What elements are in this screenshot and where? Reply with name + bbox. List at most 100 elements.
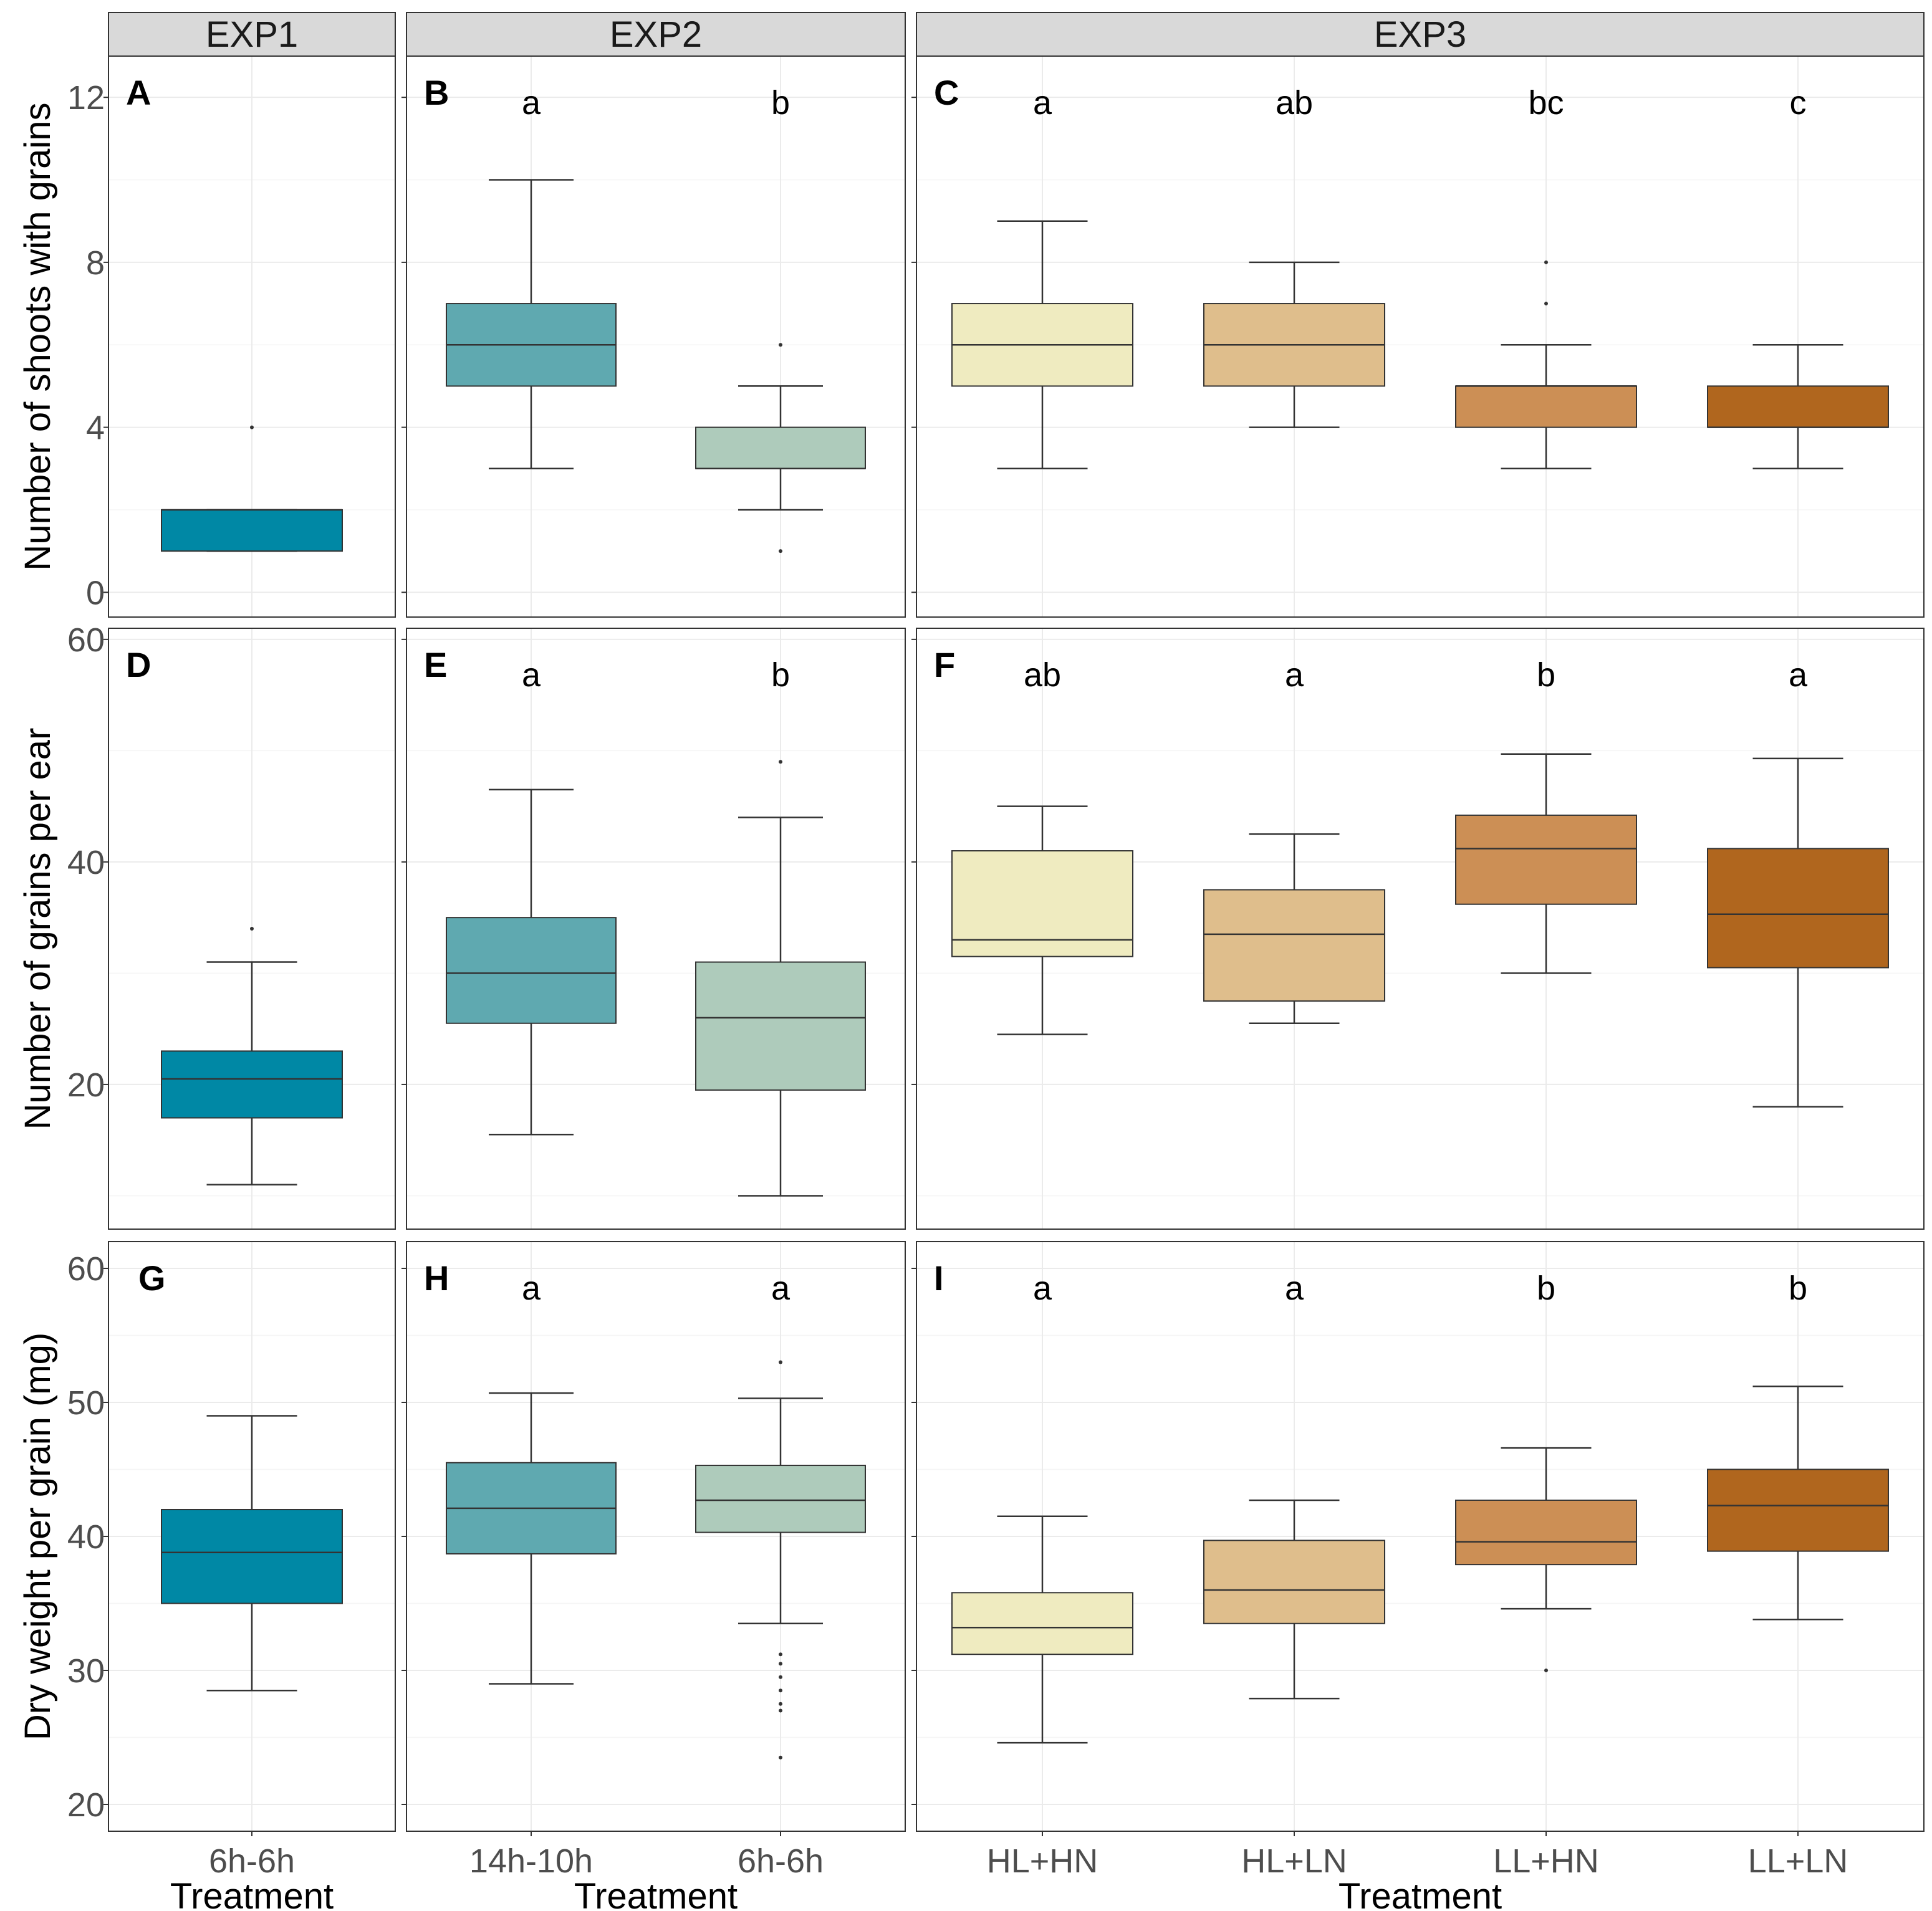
box-body [1455,385,1637,428]
box-6h-6h: b [695,656,866,1197]
x-axis-title: Treatment [1338,1876,1502,1911]
box-6h-6h: a [695,1270,866,1760]
panel-border [108,55,396,618]
y-axis-title: Number of grains per ear [17,728,58,1130]
significance-letter: b [771,656,790,694]
significance-letter: ab [1276,84,1313,122]
box-LL+HN: b [1455,656,1637,974]
significance-letter: a [1789,656,1808,694]
facet-strip-exp2 [406,12,906,57]
outlier-point [1544,260,1548,264]
facet-strip-exp1 [108,12,396,57]
box-6h-6h [161,1415,343,1692]
box-body [161,1509,343,1604]
panel-letter: G [138,1258,166,1298]
panel-letter: A [126,73,151,112]
box-body [951,850,1133,957]
box-body [446,917,617,1024]
box-body [1455,1499,1637,1566]
panel-letter: D [126,645,151,684]
panel-letter: E [424,645,447,684]
y-tick-label: 20 [67,1786,105,1824]
significance-letter: b [1537,656,1555,694]
outlier-point [779,1360,782,1364]
significance-letter: a [1285,656,1304,694]
box-6h-6h [161,425,343,552]
y-tick-label: 60 [67,621,105,659]
outlier-point [779,549,782,553]
y-tick-label: 0 [86,574,105,611]
box-body [695,961,866,1091]
panel-letter: B [424,73,449,112]
significance-letter: bc [1528,84,1564,122]
outlier-point [779,1688,782,1693]
panel-border [916,55,1925,618]
outlier-point [1544,1669,1548,1672]
x-tick-label: LL+LN [1748,1842,1848,1880]
box-6h-6h [161,927,343,1185]
significance-letter: b [1789,1270,1807,1307]
x-tick-label: HL+HN [987,1842,1098,1880]
panel-border [916,628,1925,1230]
panel-border [406,55,906,618]
box-body [695,426,866,469]
box-HL+LN: ab [1203,84,1385,428]
outlier-point [779,1755,782,1760]
outlier-point [779,1675,782,1679]
box-LL+HN: bc [1455,84,1637,470]
significance-letter: a [1033,84,1052,122]
box-6h-6h: b [695,84,866,553]
box-body [161,1050,343,1119]
y-tick-label: 50 [67,1384,105,1422]
y-tick-label: 12 [67,79,105,117]
x-tick-label: 6h-6h [209,1842,295,1880]
box-body [951,1592,1133,1655]
x-tick-label: LL+HN [1493,1842,1599,1880]
outlier-point [1544,302,1548,306]
panel-F: ab a b aF [911,628,1925,1230]
box-14h-10h: a [446,84,617,470]
panel-E: a bE [401,628,906,1230]
box-body [1455,814,1637,905]
facet-strip-label: EXP3 [1374,14,1466,55]
outlier-point [779,343,782,347]
significance-letter: a [522,84,541,122]
y-tick-label: 30 [67,1652,105,1690]
y-tick-label: 60 [67,1250,105,1288]
y-tick-label: 40 [67,1518,105,1556]
box-body [1203,889,1385,1002]
panel-letter: C [934,73,959,112]
x-axis-title: Treatment [574,1876,738,1911]
facet-strip-exp3 [916,12,1925,57]
significance-letter: a [1033,1270,1052,1307]
box-HL+HN: a [951,1270,1133,1744]
significance-letter: c [1790,84,1807,122]
panel-letter: I [934,1258,944,1298]
panel-letter: F [934,645,955,684]
outlier-point [779,1652,782,1657]
box-body [695,1465,866,1533]
outlier-point [779,1702,782,1706]
y-tick-label: 8 [86,244,105,282]
panel-I: a a b b I HL+HN HL+LN LL+HN LL+LN Treatment [911,1241,1925,1911]
x-axis-title: Treatment [170,1876,334,1911]
y-tick-label: 20 [67,1066,105,1104]
box-14h-10h: a [446,656,617,1136]
box-HL+HN: ab [951,656,1133,1035]
significance-letter: b [1537,1270,1555,1307]
box-body [1707,848,1889,969]
y-tick-label: 40 [67,844,105,881]
box-HL+LN: a [1203,656,1385,1024]
box-LL+LN: b [1707,1270,1889,1621]
significance-letter: b [771,84,790,122]
box-HL+HN: a [951,84,1133,470]
panel-B: a bB [401,55,906,618]
significance-letter: a [1285,1270,1304,1307]
box-HL+LN: a [1203,1270,1385,1700]
panel-D: D [103,628,396,1230]
box-LL+HN: b [1455,1270,1637,1672]
significance-letter: ab [1024,656,1061,694]
